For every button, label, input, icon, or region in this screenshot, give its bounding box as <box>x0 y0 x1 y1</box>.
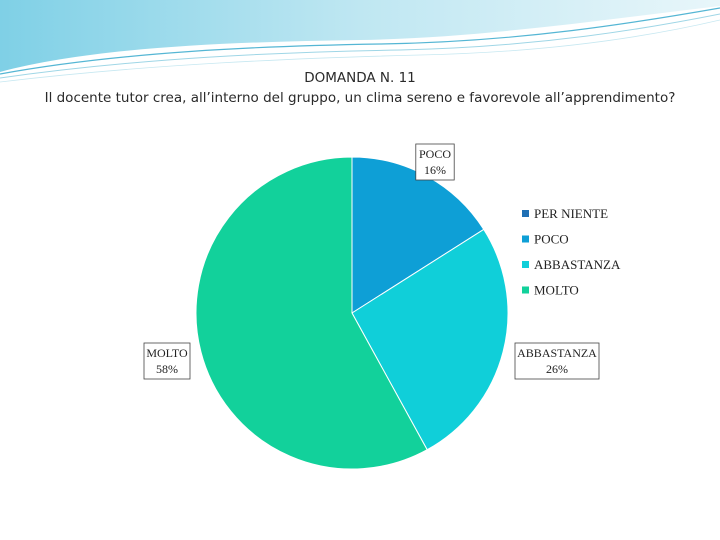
data-label-box <box>143 342 191 380</box>
data-label-name: ABBASTANZA <box>517 346 597 360</box>
legend-label: MOLTO <box>534 283 579 298</box>
data-label-name: POCO <box>419 147 451 161</box>
data-label-box <box>514 342 600 380</box>
legend-swatch <box>522 286 529 294</box>
question-text: Il docente tutor crea, all’interno del g… <box>44 90 676 106</box>
legend-label: ABBASTANZA <box>534 257 621 272</box>
data-label-value: 58% <box>156 362 178 376</box>
header-wave-decoration <box>0 0 720 83</box>
data-label-abbastanza: ABBASTANZA 26% <box>514 342 600 380</box>
data-label-name: MOLTO <box>146 346 188 360</box>
data-label-poco: POCO 16% <box>415 143 455 181</box>
data-label-molto: MOLTO 58% <box>143 342 191 380</box>
legend-label: POCO <box>534 232 569 247</box>
chart-legend: PER NIENTE POCO ABBASTANZA MOLTO <box>522 206 621 298</box>
data-label-box <box>415 143 455 181</box>
data-label-value: 16% <box>424 163 446 177</box>
question-number: DOMANDA N. 11 <box>304 70 416 86</box>
legend-swatch <box>522 235 529 243</box>
pie-slices <box>195 156 509 470</box>
slide-title: DOMANDA N. 11 Il docente tutor crea, all… <box>0 68 720 108</box>
legend-swatch <box>522 210 529 217</box>
pie-data-labels: POCO 16% ABBASTANZA 26% MOLTO 58% <box>143 143 600 380</box>
legend-item-poco: POCO <box>522 232 569 247</box>
data-label-value: 26% <box>546 362 568 376</box>
legend-item-per-niente: PER NIENTE <box>522 206 608 221</box>
pie-slice-abbastanza <box>351 228 509 451</box>
legend-swatch <box>522 261 529 268</box>
pie-slice-molto <box>195 156 428 470</box>
legend-label: PER NIENTE <box>534 206 608 221</box>
legend-item-molto: MOLTO <box>522 283 579 298</box>
legend-item-abbastanza: ABBASTANZA <box>522 257 621 272</box>
